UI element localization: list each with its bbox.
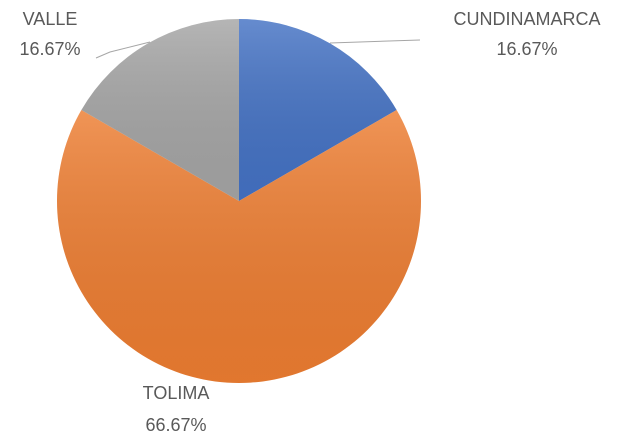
leader-line bbox=[329, 39, 421, 44]
value-label: 66.67% bbox=[145, 415, 206, 435]
leader-line bbox=[95, 41, 151, 59]
value-label: 16.67% bbox=[496, 39, 557, 59]
slice-label: TOLIMA bbox=[143, 383, 210, 403]
slice-shade bbox=[239, 19, 397, 201]
slice-label: VALLE bbox=[23, 9, 78, 29]
slice-shade bbox=[81, 19, 240, 201]
pie bbox=[57, 19, 422, 383]
slice-label: CUNDINAMARCA bbox=[453, 9, 600, 29]
slice-shade bbox=[57, 110, 422, 383]
value-label: 16.67% bbox=[19, 39, 80, 59]
